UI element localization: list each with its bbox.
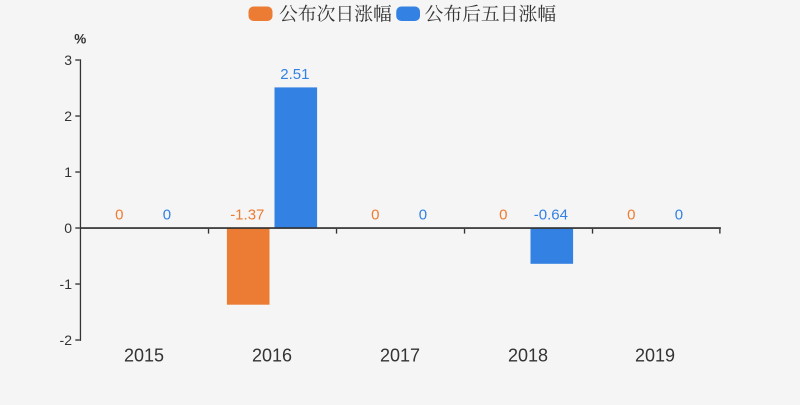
svg-text:2015: 2015 — [124, 346, 164, 366]
svg-text:0: 0 — [371, 207, 379, 224]
svg-text:0: 0 — [115, 207, 123, 224]
svg-text:-1.37: -1.37 — [230, 207, 264, 224]
svg-text:%: % — [74, 31, 86, 46]
svg-text:2018: 2018 — [508, 346, 548, 366]
svg-text:0: 0 — [675, 207, 683, 224]
svg-text:0: 0 — [627, 207, 635, 224]
svg-text:-0.64: -0.64 — [534, 207, 568, 224]
svg-text:3: 3 — [64, 52, 72, 68]
svg-text:0: 0 — [163, 207, 171, 224]
svg-text:0: 0 — [499, 207, 507, 224]
svg-text:2.51: 2.51 — [280, 66, 309, 83]
svg-text:1: 1 — [64, 164, 72, 180]
svg-text:2016: 2016 — [252, 346, 292, 366]
svg-text:2019: 2019 — [635, 346, 675, 366]
svg-text:-2: -2 — [60, 332, 73, 348]
svg-text:0: 0 — [64, 220, 72, 236]
svg-text:-1: -1 — [60, 276, 73, 292]
svg-text:2017: 2017 — [380, 346, 420, 366]
svg-text:0: 0 — [419, 207, 427, 224]
svg-text:2: 2 — [64, 108, 72, 124]
